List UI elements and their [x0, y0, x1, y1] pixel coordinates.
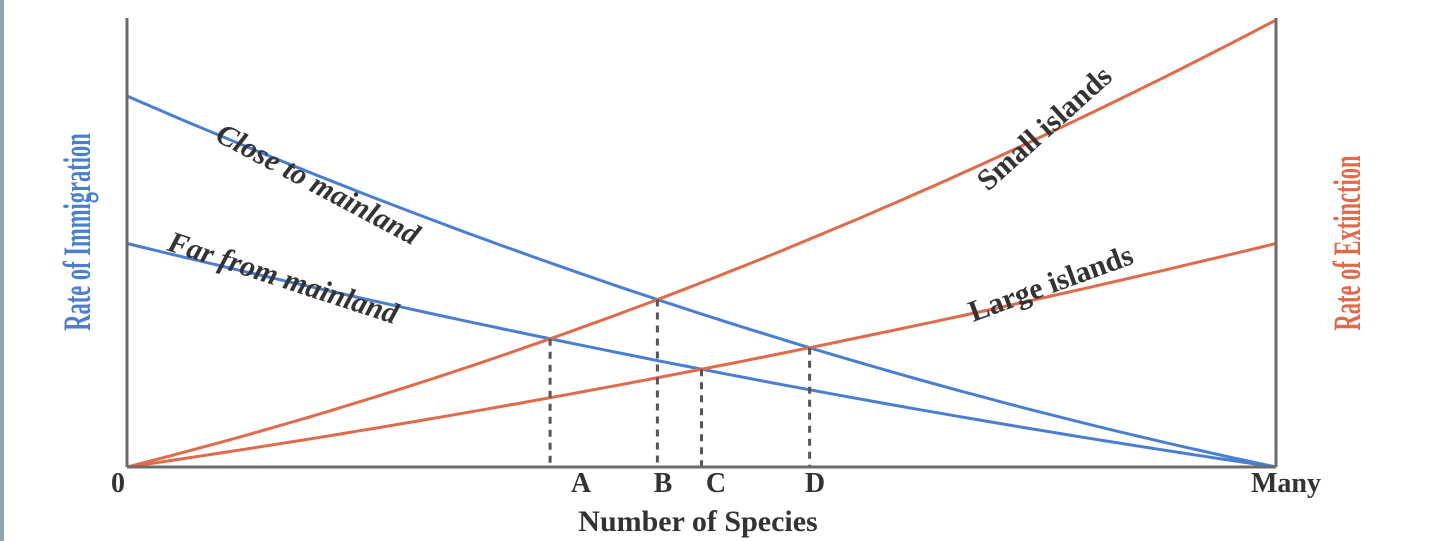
window-edge	[0, 0, 4, 541]
x-tick-D: D	[805, 468, 825, 499]
series-line-small-islands	[126, 18, 1277, 469]
x-tick-A: A	[571, 468, 592, 499]
y-axis-right-title: Rate of Extinction	[1326, 155, 1369, 330]
x-tick-0: 0	[111, 468, 125, 499]
axes-layer	[125, 18, 1278, 469]
x-tick-B: B	[654, 468, 673, 499]
series-line-close-to-mainland	[126, 94, 1277, 469]
label-far-from-mainland: Far from mainland	[163, 225, 403, 331]
x-axis-title: Number of Species	[578, 505, 817, 538]
y-axis-left-title: Rate of Immigration	[56, 133, 99, 331]
label-close-to-mainland: Close to mainland	[211, 117, 426, 252]
x-tick-C: C	[706, 468, 726, 499]
equilibrium-guides	[548, 299, 812, 467]
label-small-islands: Small islands	[971, 59, 1119, 197]
x-tick-many: Many	[1251, 468, 1321, 499]
